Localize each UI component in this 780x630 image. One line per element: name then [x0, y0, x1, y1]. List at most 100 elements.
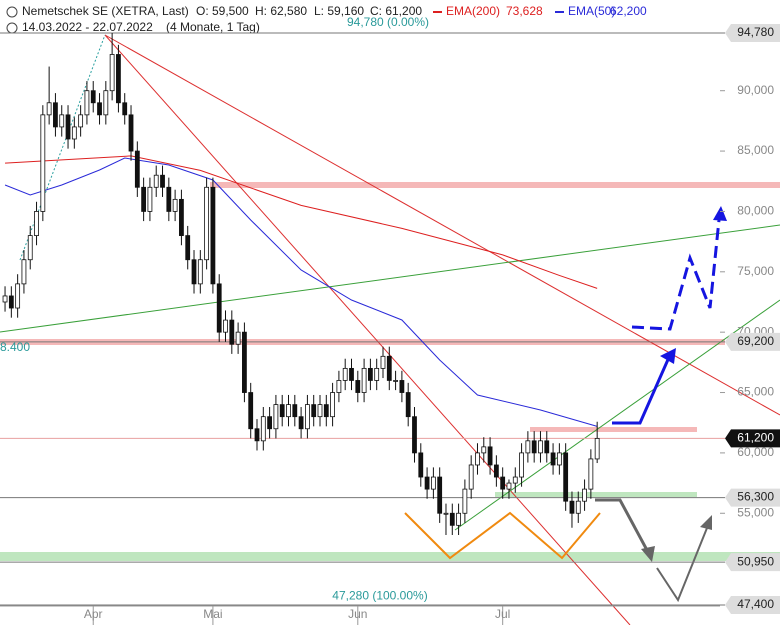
ohlc: L: 59,160	[314, 4, 364, 18]
date-range: 14.03.2022 - 22.07.2022	[22, 20, 153, 34]
candle-body	[330, 392, 335, 418]
candle-body	[59, 114, 65, 128]
candle-body	[97, 102, 102, 116]
candle-body	[179, 198, 184, 236]
y-tick-label: 85,000	[737, 143, 774, 157]
candle-body	[424, 476, 430, 490]
pattern	[404, 511, 601, 560]
icon	[6, 22, 18, 34]
ohlc: O: 59,500	[196, 4, 249, 18]
ohlc: H: 62,580	[255, 4, 307, 18]
candle-body	[235, 331, 241, 345]
support-zone	[0, 552, 780, 561]
candle-body	[40, 114, 46, 212]
candle-body	[273, 404, 279, 430]
ema-line	[4, 157, 598, 427]
arrow	[631, 219, 721, 331]
ema-line	[5, 155, 598, 289]
candle-body	[2, 295, 8, 303]
arrowhead	[641, 546, 655, 562]
resistance-zone	[530, 427, 697, 432]
level-box	[725, 488, 780, 507]
candle-body	[305, 404, 310, 430]
candle-body	[90, 90, 96, 104]
candle-body	[525, 440, 531, 454]
candle-body	[128, 114, 134, 152]
candle-body	[185, 235, 191, 261]
candle-body	[216, 283, 222, 333]
candle-body	[267, 416, 273, 430]
x-tick-label: Mai	[203, 607, 222, 621]
candle-body	[405, 392, 411, 418]
arrow	[612, 354, 672, 425]
period: (4 Monate, 1 Tag)	[166, 20, 260, 34]
candle-body	[563, 452, 569, 502]
level-label: 69,200	[737, 334, 774, 348]
x-tick-label: Jun	[348, 607, 367, 621]
legend-label: EMA(200)	[446, 4, 500, 18]
candle-body	[386, 355, 392, 381]
candle-body	[443, 512, 449, 515]
candle-body	[594, 438, 600, 460]
legend-value: 73,628	[506, 4, 543, 18]
trendline	[104, 34, 780, 416]
candle-body	[84, 90, 90, 116]
candle-body	[399, 380, 405, 393]
legend-label: EMA(50)	[568, 4, 615, 18]
level-box	[725, 23, 780, 42]
left-label: 8.400	[0, 340, 30, 354]
fib-label: 47,280 (100.00%)	[332, 589, 427, 603]
level-label: 50,950	[737, 554, 774, 568]
level-box	[725, 596, 780, 615]
candle-body	[430, 476, 436, 490]
candle-body	[34, 211, 39, 236]
candle-body	[298, 416, 304, 430]
candle-body	[65, 114, 71, 140]
arrow	[656, 527, 708, 603]
candle-body	[78, 114, 84, 128]
candle-body	[550, 452, 556, 466]
candle-body	[134, 150, 140, 188]
candle-body	[286, 404, 291, 418]
candle-body	[153, 174, 159, 188]
trendline	[104, 34, 631, 626]
candle-body	[197, 259, 203, 285]
candle-body	[210, 186, 216, 285]
level-box	[725, 332, 780, 351]
level-label: 47,400	[737, 597, 774, 611]
candle-body	[393, 380, 398, 382]
candle-body	[556, 452, 562, 466]
level-label: 94,780	[737, 25, 774, 39]
candle-body	[355, 380, 361, 393]
candle-body	[279, 404, 285, 418]
candle-body	[46, 102, 52, 116]
candle-body	[380, 355, 386, 369]
candle-body	[15, 283, 21, 309]
candle-body	[223, 319, 228, 333]
fib-line	[19, 34, 106, 261]
icon	[6, 6, 18, 18]
candle-body	[103, 90, 109, 116]
candle-body	[575, 500, 581, 514]
title: Nemetschek SE (XETRA, Last)	[22, 4, 189, 18]
candle-body	[500, 476, 506, 490]
candle-body	[242, 331, 247, 393]
candle-body	[166, 186, 172, 212]
candle-body	[538, 440, 543, 454]
candle-body	[116, 54, 121, 104]
arrowhead	[713, 206, 727, 221]
candle-body	[361, 367, 367, 393]
candle-body	[544, 440, 550, 454]
candle-body	[349, 367, 354, 381]
x-tick-label: Jul	[495, 607, 510, 621]
candle-body	[481, 446, 487, 454]
candle-body	[437, 476, 443, 514]
candle-body	[109, 54, 115, 92]
candle-body	[506, 482, 512, 490]
candle-body	[191, 259, 197, 285]
candle-body	[204, 186, 210, 261]
candle-body	[531, 440, 537, 454]
candle-body	[367, 367, 373, 381]
candle-body	[493, 464, 499, 478]
